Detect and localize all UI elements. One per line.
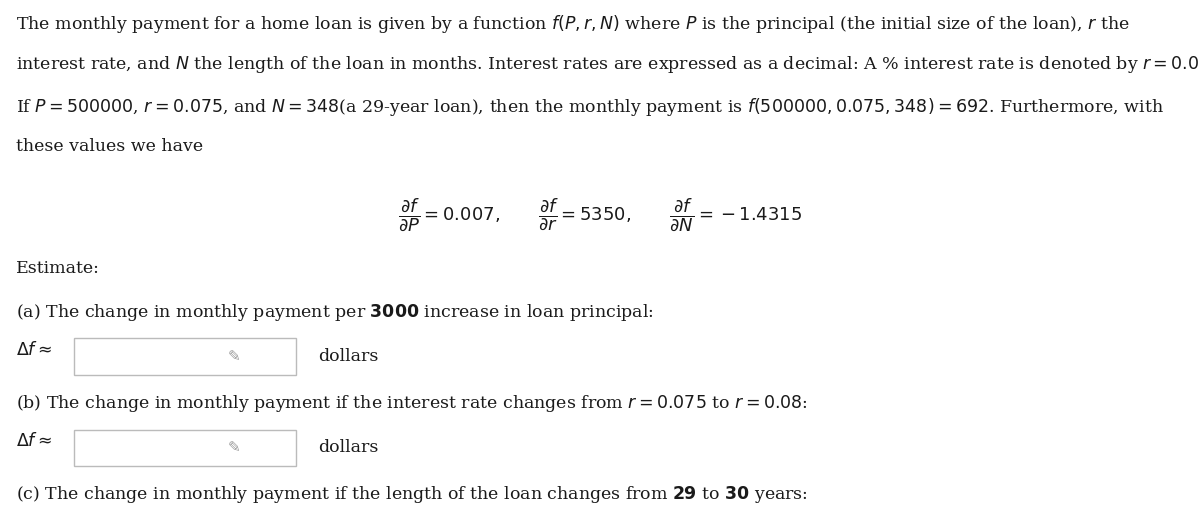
Text: ✎: ✎ [228,349,241,364]
Text: If $P = 500000$, $r = 0.075$, and $N = 348$(a 29-year loan), then the monthly pa: If $P = 500000$, $r = 0.075$, and $N = 3… [16,96,1164,118]
FancyBboxPatch shape [74,338,296,375]
Text: Estimate:: Estimate: [16,260,100,277]
Text: (b) The change in monthly payment if the interest rate changes from $r = 0.075$ : (b) The change in monthly payment if the… [16,393,808,414]
Text: (a) The change in monthly payment per $\mathbf{3000}$ increase in loan principal: (a) The change in monthly payment per $\… [16,302,653,323]
Text: these values we have: these values we have [16,138,203,155]
Text: (c) The change in monthly payment if the length of the loan changes from $\mathb: (c) The change in monthly payment if the… [16,484,808,505]
Text: dollars: dollars [318,439,378,457]
Text: $\dfrac{\partial f}{\partial P} = 0.007, \quad\quad \dfrac{\partial f}{\partial : $\dfrac{\partial f}{\partial P} = 0.007,… [398,196,802,233]
Text: $\Delta f\approx$: $\Delta f\approx$ [16,432,52,450]
Text: ✎: ✎ [228,440,241,456]
Text: dollars: dollars [318,348,378,365]
Text: interest rate, and $N$ the length of the loan in months. Interest rates are expr: interest rate, and $N$ the length of the… [16,54,1200,75]
Text: $\Delta f\approx$: $\Delta f\approx$ [16,341,52,359]
Text: The monthly payment for a home loan is given by a function $f(P, r, N)$ where $P: The monthly payment for a home loan is g… [16,13,1129,35]
FancyBboxPatch shape [74,430,296,466]
